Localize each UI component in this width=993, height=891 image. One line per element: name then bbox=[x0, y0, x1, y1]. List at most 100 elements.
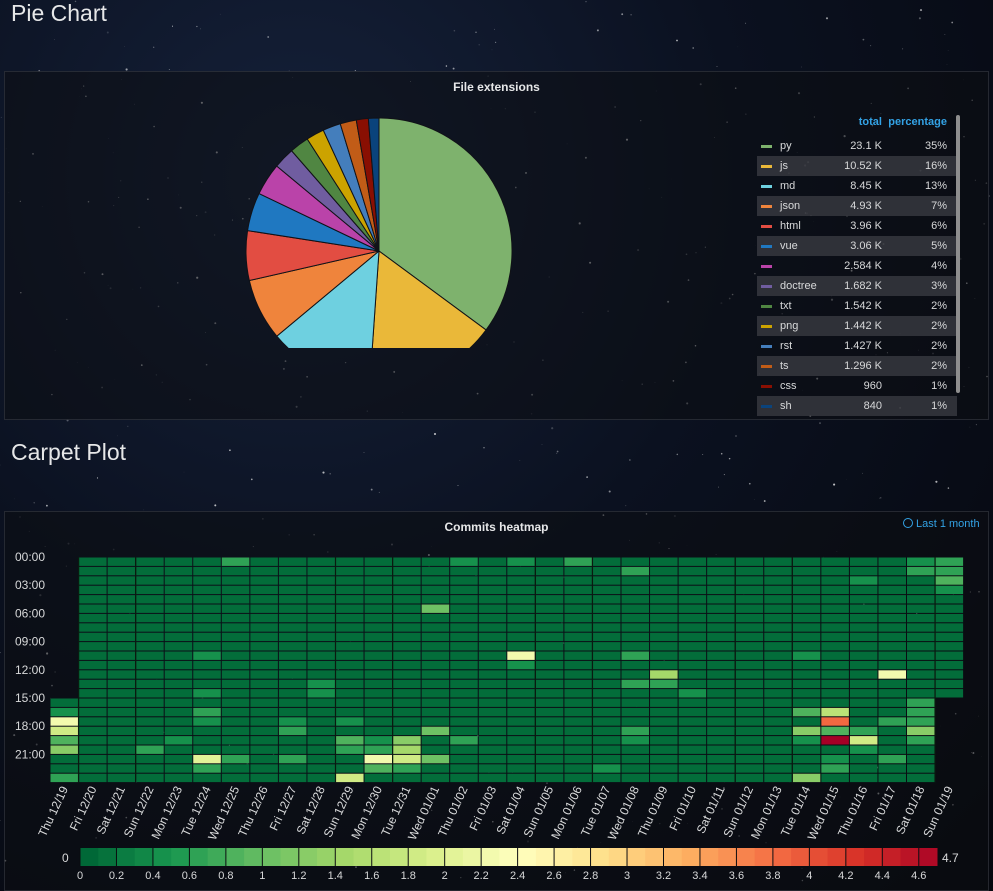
heatmap-cell[interactable] bbox=[564, 670, 592, 679]
heatmap-cell[interactable] bbox=[621, 707, 650, 717]
pie-slice-js[interactable] bbox=[370, 250, 487, 348]
heatmap-cell[interactable] bbox=[478, 679, 507, 689]
heatmap-cell[interactable] bbox=[364, 726, 393, 736]
heatmap-cell[interactable] bbox=[478, 707, 507, 717]
heatmap-cell[interactable] bbox=[336, 670, 364, 679]
heatmap-cell[interactable] bbox=[107, 754, 136, 764]
heatmap-cell[interactable] bbox=[250, 773, 278, 783]
heatmap-cell[interactable] bbox=[164, 698, 193, 707]
heatmap-cell[interactable] bbox=[564, 773, 592, 783]
heatmap-cell[interactable] bbox=[849, 566, 878, 576]
heatmap-cell[interactable] bbox=[450, 707, 478, 717]
heatmap-cell[interactable] bbox=[821, 660, 849, 670]
legend-header-percentage[interactable]: percentage bbox=[888, 116, 947, 128]
heatmap-cell[interactable] bbox=[849, 689, 878, 698]
heatmap-cell[interactable] bbox=[364, 745, 393, 754]
heatmap-cell[interactable] bbox=[107, 698, 136, 707]
heatmap-cell[interactable] bbox=[650, 585, 678, 595]
heatmap-cell[interactable] bbox=[393, 707, 421, 717]
heatmap-cell[interactable] bbox=[764, 660, 792, 670]
heatmap-cell[interactable] bbox=[707, 613, 735, 623]
heatmap-cell[interactable] bbox=[564, 698, 592, 707]
heatmap-cell[interactable] bbox=[278, 764, 307, 773]
heatmap-cell[interactable] bbox=[564, 764, 592, 773]
heatmap-cell[interactable] bbox=[764, 679, 792, 689]
heatmap-cell[interactable] bbox=[164, 585, 193, 595]
heatmap-cell[interactable] bbox=[564, 660, 592, 670]
heatmap-cell[interactable] bbox=[193, 660, 221, 670]
heatmap-cell[interactable] bbox=[735, 764, 764, 773]
heatmap-cell[interactable] bbox=[478, 604, 507, 613]
heatmap-cell[interactable] bbox=[507, 736, 535, 745]
heatmap-cell[interactable] bbox=[535, 698, 564, 707]
heatmap-cell[interactable] bbox=[79, 726, 107, 736]
heatmap-cell[interactable] bbox=[621, 566, 650, 576]
heatmap-cell[interactable] bbox=[421, 745, 450, 754]
heatmap-cell[interactable] bbox=[364, 623, 393, 632]
heatmap-cell[interactable] bbox=[336, 736, 364, 745]
heatmap-cell[interactable] bbox=[307, 764, 335, 773]
heatmap-cell[interactable] bbox=[564, 679, 592, 689]
heatmap-cell[interactable] bbox=[393, 698, 421, 707]
heatmap-cell[interactable] bbox=[507, 613, 535, 623]
heatmap-cell[interactable] bbox=[79, 773, 107, 783]
heatmap-cell[interactable] bbox=[650, 566, 678, 576]
heatmap-cell[interactable] bbox=[107, 613, 136, 623]
heatmap-cell[interactable] bbox=[621, 613, 650, 623]
heatmap-cell[interactable] bbox=[821, 764, 849, 773]
heatmap-cell[interactable] bbox=[336, 585, 364, 595]
heatmap-cell[interactable] bbox=[393, 670, 421, 679]
heatmap-cell[interactable] bbox=[878, 745, 906, 754]
heatmap-cell[interactable] bbox=[678, 707, 707, 717]
heatmap-cell[interactable] bbox=[735, 576, 764, 585]
heatmap-cell[interactable] bbox=[79, 576, 107, 585]
heatmap-cell[interactable] bbox=[535, 566, 564, 576]
heatmap-cell[interactable] bbox=[650, 754, 678, 764]
legend-item-txt[interactable]: txt 1.542 K 2% bbox=[757, 296, 957, 316]
heatmap-cell[interactable] bbox=[278, 595, 307, 604]
heatmap-cell[interactable] bbox=[735, 689, 764, 698]
heatmap-cell[interactable] bbox=[507, 642, 535, 651]
heatmap-cell[interactable] bbox=[592, 679, 621, 689]
heatmap-cell[interactable] bbox=[221, 698, 250, 707]
heatmap-cell[interactable] bbox=[164, 576, 193, 585]
heatmap-cell[interactable] bbox=[250, 585, 278, 595]
heatmap-cell[interactable] bbox=[507, 689, 535, 698]
heatmap-cell[interactable] bbox=[79, 745, 107, 754]
heatmap-cell[interactable] bbox=[364, 660, 393, 670]
heatmap-cell[interactable] bbox=[250, 754, 278, 764]
heatmap-cell[interactable] bbox=[621, 623, 650, 632]
heatmap-cell[interactable] bbox=[278, 773, 307, 783]
heatmap-cell[interactable] bbox=[136, 613, 164, 623]
heatmap-cell[interactable] bbox=[478, 754, 507, 764]
heatmap-cell[interactable] bbox=[107, 595, 136, 604]
heatmap-cell[interactable] bbox=[164, 745, 193, 754]
heatmap-cell[interactable] bbox=[336, 745, 364, 754]
heatmap-cell[interactable] bbox=[421, 726, 450, 736]
heatmap-cell[interactable] bbox=[678, 660, 707, 670]
heatmap-cell[interactable] bbox=[221, 754, 250, 764]
heatmap-cell[interactable] bbox=[250, 642, 278, 651]
legend-item-sh[interactable]: sh 840 1% bbox=[757, 396, 957, 416]
heatmap-cell[interactable] bbox=[421, 707, 450, 717]
heatmap-cell[interactable] bbox=[421, 736, 450, 745]
heatmap-cell[interactable] bbox=[336, 595, 364, 604]
heatmap-cell[interactable] bbox=[307, 613, 335, 623]
heatmap-cell[interactable] bbox=[193, 670, 221, 679]
heatmap-cell[interactable] bbox=[278, 613, 307, 623]
heatmap-cell[interactable] bbox=[79, 689, 107, 698]
heatmap-cell[interactable] bbox=[764, 576, 792, 585]
heatmap-cell[interactable] bbox=[364, 736, 393, 745]
heatmap-cell[interactable] bbox=[364, 632, 393, 642]
heatmap-cell[interactable] bbox=[707, 604, 735, 613]
heatmap-cell[interactable] bbox=[79, 670, 107, 679]
heatmap-cell[interactable] bbox=[478, 557, 507, 566]
heatmap-cell[interactable] bbox=[650, 651, 678, 660]
heatmap-cell[interactable] bbox=[393, 557, 421, 566]
heatmap-cell[interactable] bbox=[707, 642, 735, 651]
heatmap-cell[interactable] bbox=[421, 660, 450, 670]
heatmap-cell[interactable] bbox=[193, 595, 221, 604]
heatmap-cell[interactable] bbox=[764, 642, 792, 651]
heatmap-cell[interactable] bbox=[792, 698, 821, 707]
heatmap-cell[interactable] bbox=[878, 679, 906, 689]
